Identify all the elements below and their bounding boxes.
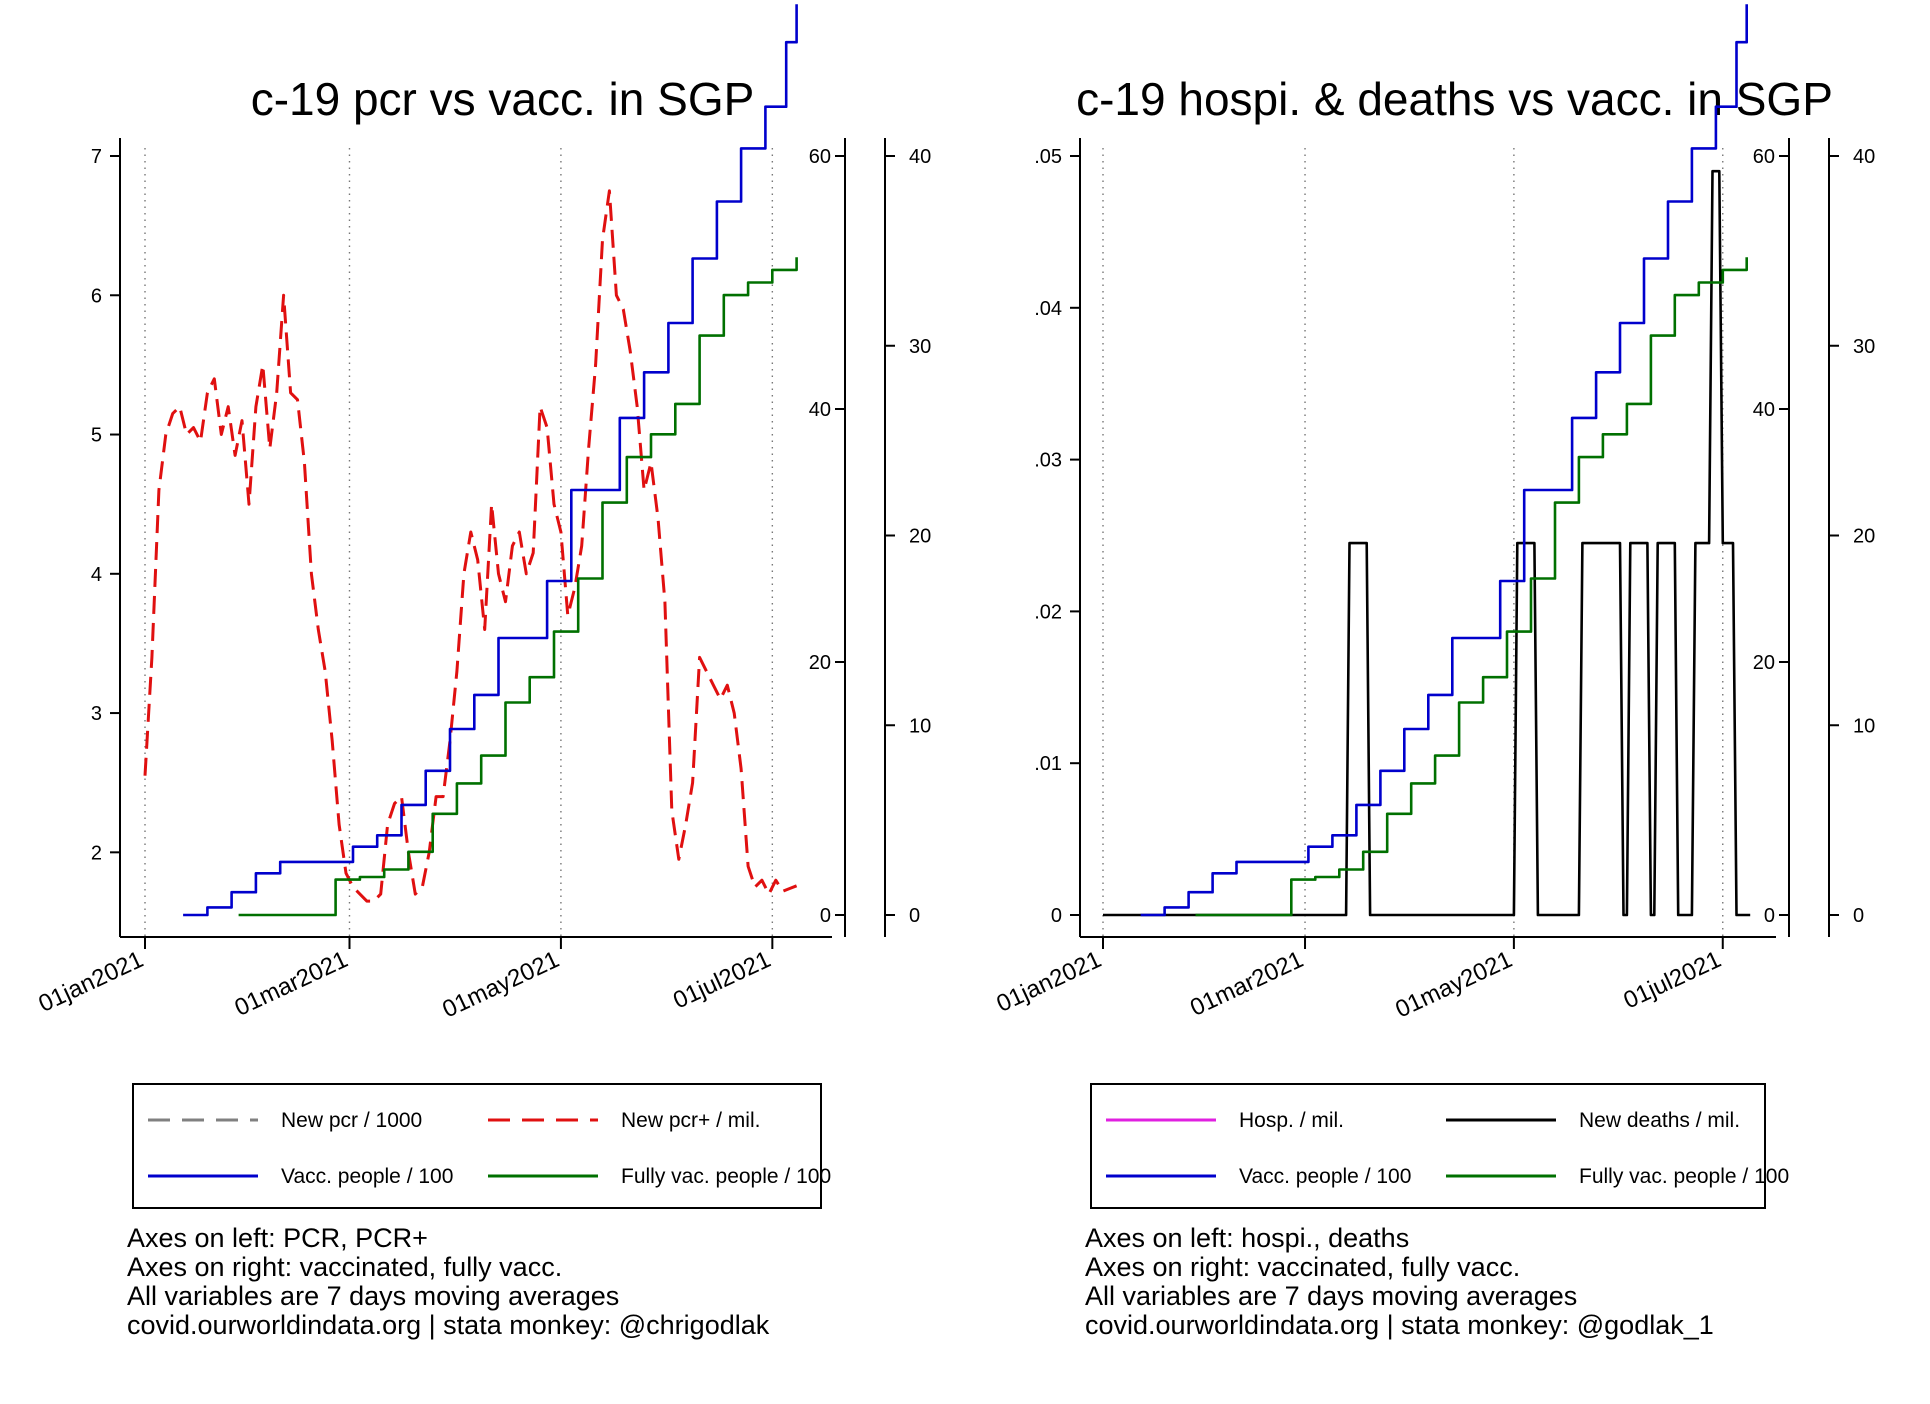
series-line-fully [1195, 257, 1748, 917]
note-line: Axes on left: hospi., deaths [1085, 1223, 1409, 1253]
x-tick-label: 01jul2021 [669, 946, 775, 1014]
y-right-outer-tick-label: 30 [909, 336, 931, 358]
y-right-outer-tick-label: 20 [1853, 526, 1875, 548]
y-left-tick-label: .04 [1034, 298, 1062, 320]
y-left-tick-label: .01 [1034, 753, 1062, 775]
legend-label: Fully vac. people / 100 [1579, 1165, 1789, 1188]
y-left-tick-label: .05 [1034, 146, 1062, 168]
chart-panel-1: c-19 pcr vs vacc. in SGP 7 6 5 4 3 2 01jan2021 0… [35, 4, 931, 1340]
legend-label: Hosp. / mil. [1239, 1109, 1344, 1132]
series-line-fully [238, 257, 798, 917]
y-right-outer-tick-label: 0 [909, 905, 920, 927]
y-left-tick-label: .02 [1034, 601, 1062, 623]
x-tick-label: 01may2021 [1391, 946, 1516, 1023]
y-left-tick-label: 6 [91, 285, 102, 307]
y-right-outer-tick-label: 40 [909, 146, 931, 168]
y-right-inner-tick-label: 40 [809, 399, 831, 421]
series-line-pcr_pos [143, 189, 798, 903]
legend-label: Fully vac. people / 100 [621, 1165, 831, 1188]
note-line: Axes on left: PCR, PCR+ [127, 1223, 428, 1253]
legend-label: Vacc. people / 100 [281, 1165, 453, 1188]
note-line: All variables are 7 days moving averages [127, 1281, 619, 1311]
legend-label: Vacc. people / 100 [1239, 1165, 1411, 1188]
legend-box [132, 1083, 822, 1209]
y-left-tick-label: 7 [91, 146, 102, 168]
y-left-tick-label: 5 [91, 425, 102, 447]
series-line-deaths [1103, 169, 1751, 917]
y-left-tick-label: .03 [1034, 450, 1062, 472]
chart-title: c-19 hospi. & deaths vs vacc. in SGP [1076, 73, 1833, 125]
legend-label: New pcr / 1000 [281, 1109, 422, 1132]
y-right-inner-tick-label: 20 [809, 652, 831, 674]
y-right-outer-tick-label: 30 [1853, 336, 1875, 358]
legend-label: New pcr+ / mil. [621, 1109, 760, 1132]
x-tick-label: 01jan2021 [993, 946, 1106, 1018]
y-right-inner-tick-label: 60 [809, 146, 831, 168]
y-right-outer-tick-label: 20 [909, 526, 931, 548]
y-right-inner-tick-label: 20 [1753, 652, 1775, 674]
chart-panel-2: c-19 hospi. & deaths vs vacc. in SGP .05.… [993, 4, 1875, 1340]
x-tick-label: 01jan2021 [35, 946, 148, 1018]
y-right-inner-tick-label: 60 [1753, 146, 1775, 168]
series-line-vacc [1140, 4, 1748, 917]
y-right-outer-tick-label: 0 [1853, 905, 1864, 927]
x-tick-label: 01mar2021 [1186, 946, 1307, 1022]
note-line: Axes on right: vaccinated, fully vacc. [127, 1252, 562, 1282]
note-line: All variables are 7 days moving averages [1085, 1281, 1577, 1311]
note-line: covid.ourworldindata.org | stata monkey:… [1085, 1310, 1714, 1340]
y-left-tick-label: 3 [91, 703, 102, 725]
series-line-vacc [183, 4, 798, 917]
x-tick-label: 01may2021 [438, 946, 563, 1023]
y-right-inner-tick-label: 0 [1764, 905, 1775, 927]
y-right-inner-tick-label: 0 [820, 905, 831, 927]
legend-label: New deaths / mil. [1579, 1109, 1740, 1132]
y-left-tick-label: 0 [1051, 905, 1062, 927]
y-left-tick-label: 4 [91, 564, 102, 586]
x-tick-label: 01mar2021 [231, 946, 352, 1022]
x-tick-label: 01jul2021 [1620, 946, 1726, 1014]
chart-title: c-19 pcr vs vacc. in SGP [251, 73, 755, 125]
y-right-outer-tick-label: 10 [909, 715, 931, 737]
y-right-outer-tick-label: 10 [1853, 715, 1875, 737]
legend-box [1090, 1083, 1766, 1209]
y-right-outer-tick-label: 40 [1853, 146, 1875, 168]
y-left-tick-label: 2 [91, 842, 102, 864]
note-line: covid.ourworldindata.org | stata monkey:… [127, 1310, 770, 1340]
note-line: Axes on right: vaccinated, fully vacc. [1085, 1252, 1520, 1282]
y-right-inner-tick-label: 40 [1753, 399, 1775, 421]
